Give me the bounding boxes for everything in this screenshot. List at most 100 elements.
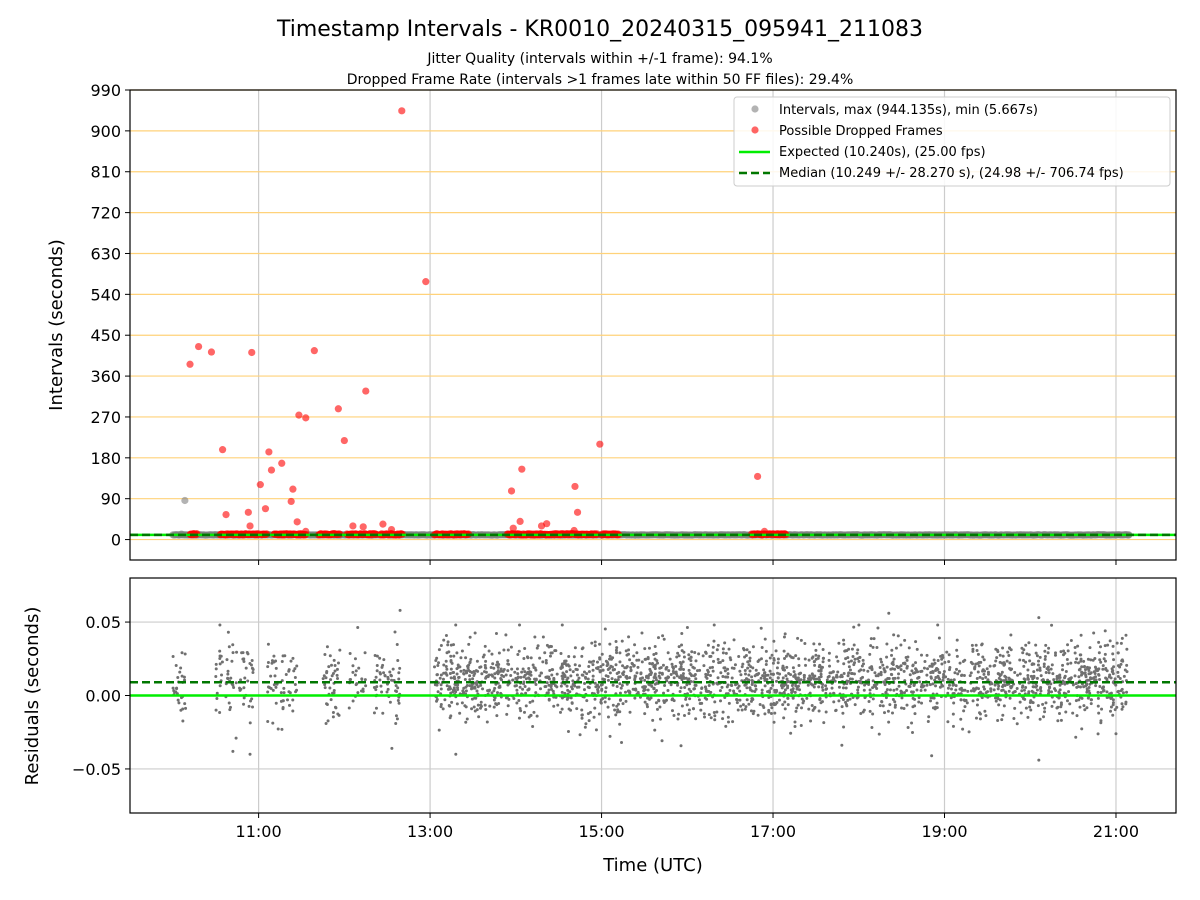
residual-point [792, 674, 796, 678]
residual-point [857, 623, 861, 627]
residual-point [845, 704, 849, 708]
residual-point [880, 699, 884, 703]
residual-point [661, 663, 665, 667]
residual-point [643, 657, 647, 661]
residual-point [517, 716, 521, 720]
residual-point [803, 641, 807, 645]
residual-point [250, 697, 254, 701]
residual-point [653, 728, 657, 732]
residual-point [395, 642, 399, 646]
residual-point [533, 635, 537, 639]
residual-point [218, 662, 222, 666]
top-y-tick-label: 180 [90, 449, 121, 468]
residual-point [522, 682, 526, 686]
residual-point [329, 678, 333, 682]
residual-point [1043, 657, 1047, 661]
residual-point [1058, 688, 1062, 692]
residual-point [684, 697, 688, 701]
residual-point [1105, 677, 1109, 681]
residual-point [1018, 658, 1022, 662]
residual-point [981, 655, 985, 659]
residual-point [545, 691, 549, 695]
residual-point [468, 684, 472, 688]
residual-point [930, 754, 934, 758]
residual-point [952, 678, 956, 682]
residual-point [1009, 685, 1013, 689]
residual-point [1007, 676, 1011, 680]
residual-point [776, 676, 780, 680]
residual-point [449, 687, 453, 691]
residual-point [1028, 705, 1032, 709]
residual-point [583, 682, 587, 686]
residual-point [733, 663, 737, 667]
residual-point [464, 720, 468, 724]
residual-point [1066, 649, 1070, 653]
residual-point [679, 744, 683, 748]
residual-point [852, 625, 856, 629]
residual-point [321, 677, 325, 681]
residual-point [541, 660, 545, 664]
residual-point [747, 702, 751, 706]
residual-point [772, 658, 776, 662]
residual-point [996, 687, 1000, 691]
residual-point [514, 684, 518, 688]
residual-point [712, 623, 716, 627]
residual-point [910, 721, 914, 725]
residual-point [575, 707, 579, 711]
residual-point [1067, 690, 1071, 694]
residual-point [331, 711, 335, 715]
residual-point [435, 697, 439, 701]
residual-point [566, 688, 570, 692]
residual-point [711, 651, 715, 655]
residual-point [785, 665, 789, 669]
residual-point [844, 649, 848, 653]
residual-point [323, 686, 327, 690]
residual-point [629, 665, 633, 669]
residual-point [721, 717, 725, 721]
residual-point [1084, 668, 1088, 672]
residual-point [817, 709, 821, 713]
residual-point [800, 706, 804, 710]
residual-point [288, 703, 292, 707]
residual-point [658, 705, 662, 709]
residual-point [784, 674, 788, 678]
residual-point [1098, 678, 1102, 682]
residual-point [1109, 691, 1113, 695]
residual-point [724, 651, 728, 655]
residual-point [923, 688, 927, 692]
residual-point [745, 648, 749, 652]
residual-point [517, 699, 521, 703]
residual-point [241, 657, 245, 661]
residual-point [593, 644, 597, 648]
residual-point [640, 631, 644, 635]
residual-point [490, 652, 494, 656]
x-axis-label: Time (UTC) [602, 855, 703, 876]
residual-point [293, 667, 297, 671]
residual-point [1003, 674, 1007, 678]
bottom-y-tick-label: −0.05 [72, 760, 121, 779]
residual-point [1035, 668, 1039, 672]
residual-point [1068, 702, 1072, 706]
residual-point [491, 662, 495, 666]
residual-point [711, 669, 715, 673]
residual-point [756, 713, 760, 717]
residual-point [687, 708, 691, 712]
bottom-x-tick-label: 19:00 [921, 822, 967, 841]
residual-point [610, 665, 614, 669]
subtitle-dropped: Dropped Frame Rate (intervals >1 frames … [347, 72, 854, 88]
residual-point [716, 643, 720, 647]
residual-point [1069, 661, 1073, 665]
residual-point [707, 713, 711, 717]
residual-point [587, 664, 591, 668]
residual-point [621, 673, 625, 677]
residual-point [1038, 717, 1042, 721]
residual-point [517, 649, 521, 653]
residual-point [433, 683, 437, 687]
residual-point [971, 662, 975, 666]
residual-point [1036, 704, 1040, 708]
residual-point [711, 645, 715, 649]
residual-point [799, 638, 803, 642]
residual-point [708, 666, 712, 670]
residual-point [694, 659, 698, 663]
residual-point [879, 670, 883, 674]
